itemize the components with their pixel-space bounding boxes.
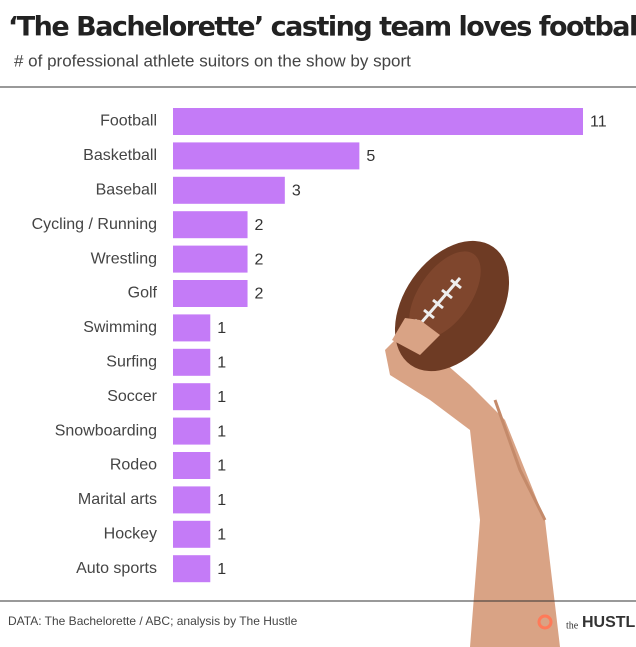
category-label: Auto sports (76, 560, 157, 577)
category-label: Golf (128, 285, 158, 302)
value-label: 2 (255, 286, 264, 303)
category-label: Hockey (104, 526, 157, 543)
bar (173, 452, 211, 479)
value-label: 11 (590, 114, 607, 131)
value-label: 1 (217, 355, 226, 372)
bar (173, 108, 583, 135)
brand-name: HUSTLE (582, 614, 636, 631)
bar (173, 348, 211, 376)
arm-illustration (385, 240, 560, 647)
source-note: DATA: The Bachelorette / ABC; analysis b… (8, 614, 298, 628)
bar (173, 176, 285, 204)
chart-title: ‘The Bachelorette’ casting team loves fo… (8, 12, 636, 43)
value-label: 1 (217, 320, 226, 337)
bar (173, 486, 211, 514)
value-label: 1 (217, 561, 226, 578)
category-label: Basketball (83, 147, 157, 164)
category-label: Cycling / Running (32, 216, 157, 233)
bar (173, 211, 248, 239)
bar (173, 520, 211, 548)
category-label: Surfing (106, 354, 157, 371)
bar (173, 383, 211, 411)
value-label: 1 (217, 458, 226, 475)
bar (173, 280, 248, 307)
bar (173, 314, 211, 342)
value-label: 2 (255, 251, 264, 268)
category-label: Rodeo (110, 457, 157, 474)
category-label: Snowboarding (55, 422, 157, 439)
bar (173, 245, 248, 273)
category-label: Swimming (83, 319, 157, 336)
chart-subtitle: # of professional athlete suitors on the… (14, 51, 411, 70)
category-label: Baseball (96, 182, 157, 199)
value-label: 1 (217, 423, 226, 440)
logo-icon (537, 614, 553, 630)
value-label: 5 (366, 148, 375, 165)
bar (173, 417, 211, 445)
value-label: 1 (217, 492, 226, 509)
value-label: 1 (217, 389, 226, 406)
bar (173, 555, 211, 583)
category-label: Soccer (107, 388, 157, 405)
category-label: Wrestling (91, 250, 157, 267)
category-label: Football (100, 113, 157, 130)
value-label: 2 (255, 217, 264, 234)
category-label: Marital arts (78, 491, 157, 508)
bar (173, 142, 360, 170)
value-label: 3 (292, 183, 301, 200)
value-label: 1 (217, 527, 226, 544)
brand-prefix: the (566, 620, 579, 631)
